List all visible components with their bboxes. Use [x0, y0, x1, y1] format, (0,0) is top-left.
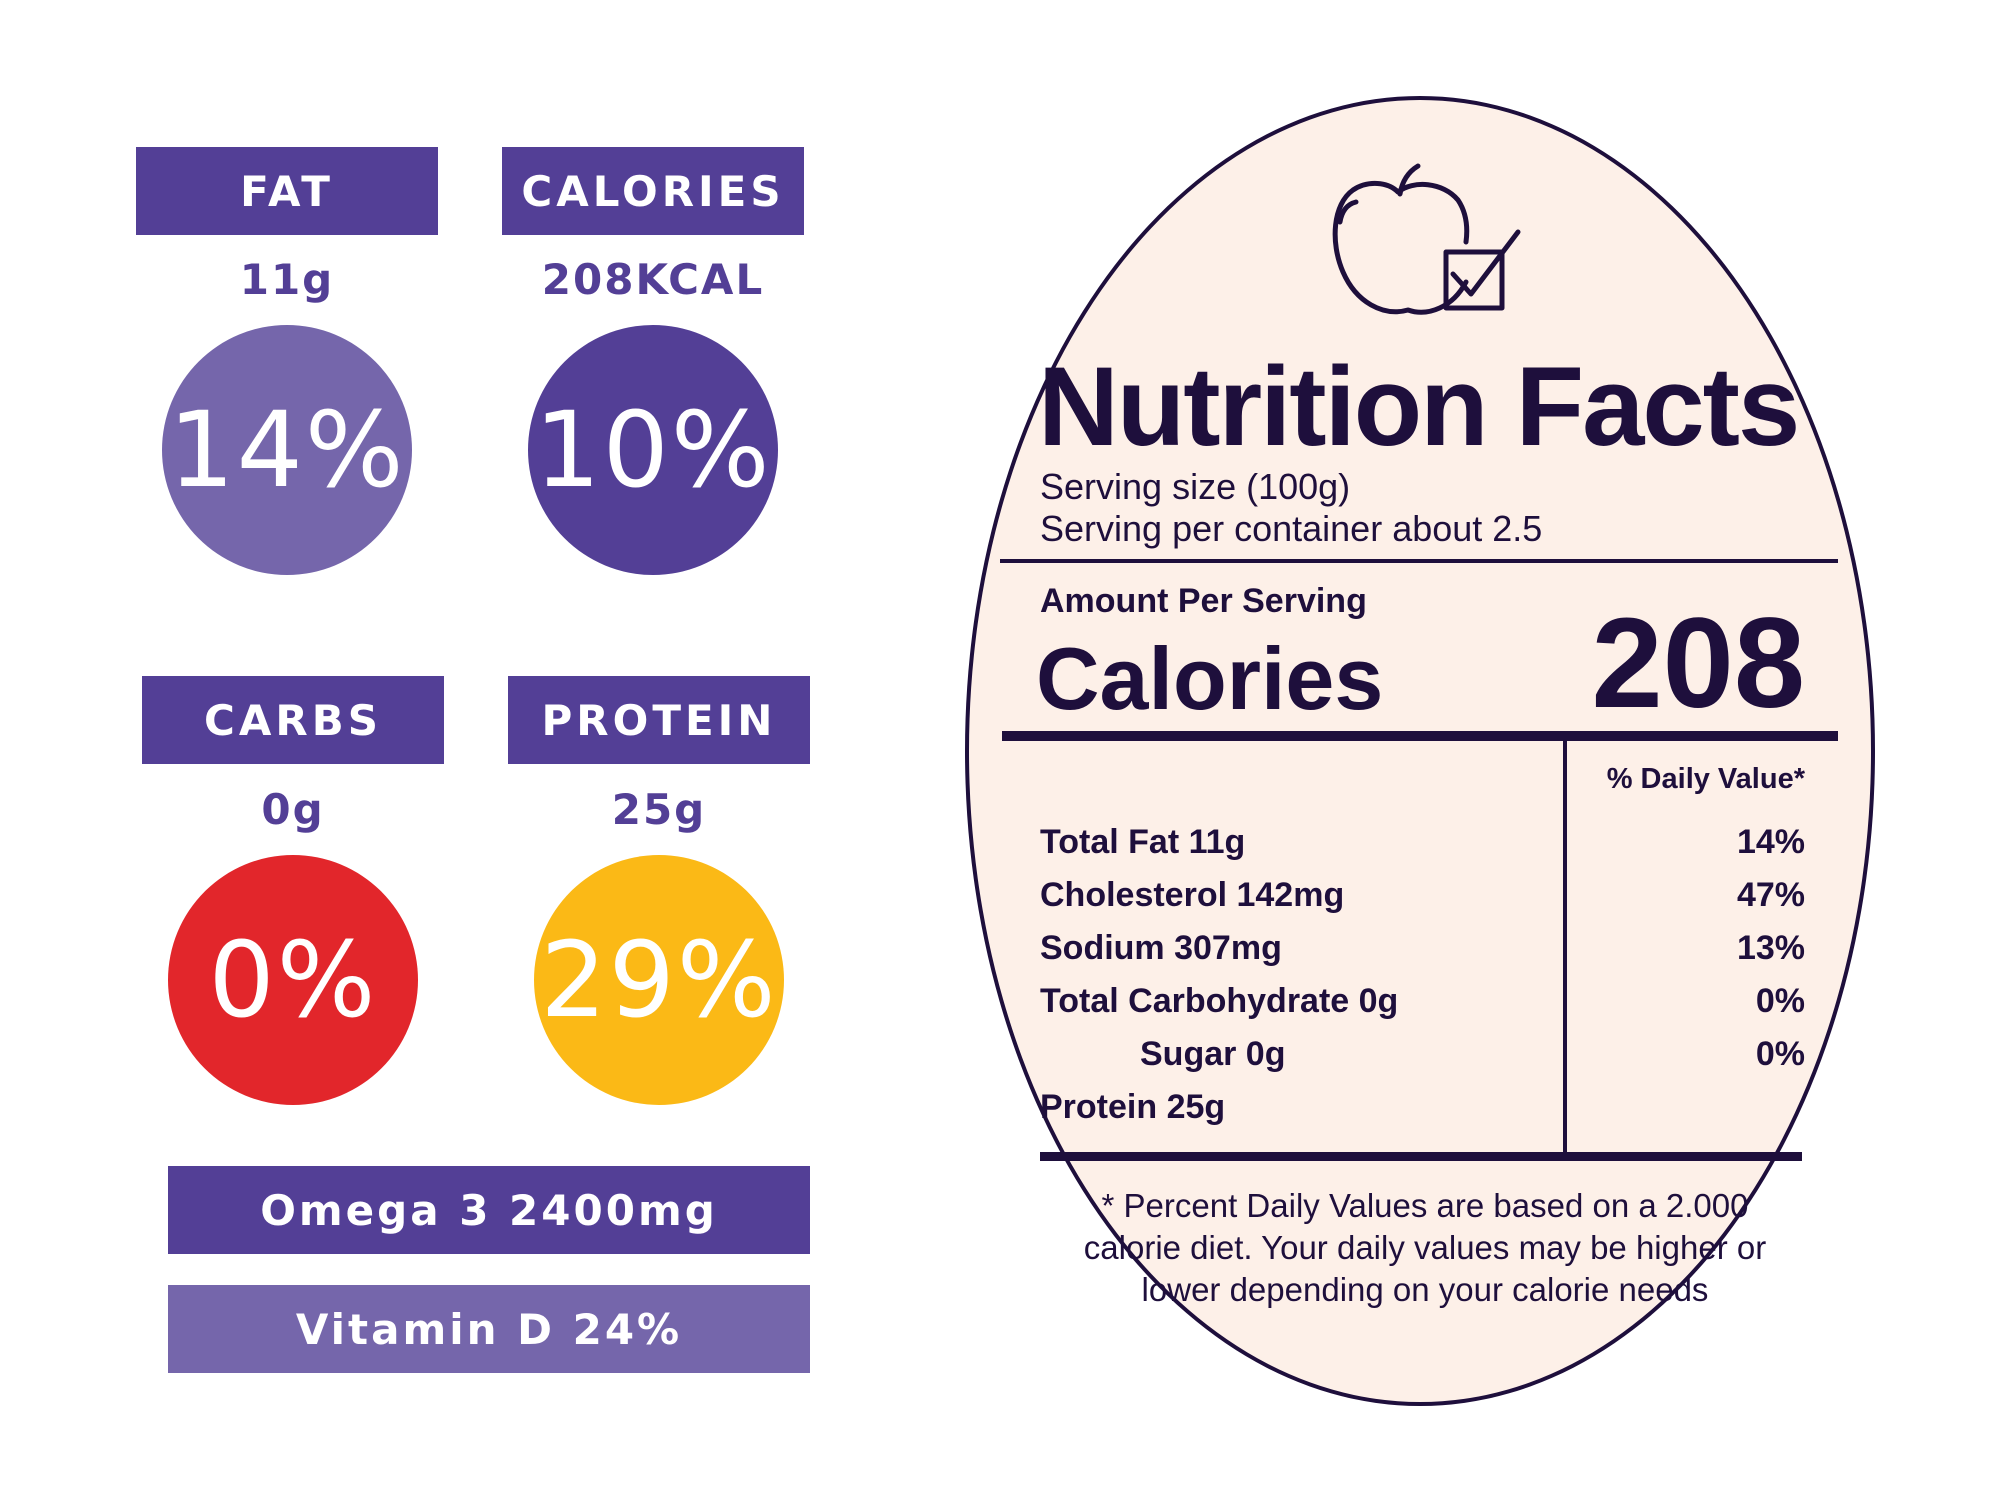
protein-label: PROTEIN: [508, 676, 810, 764]
divider: [1000, 559, 1838, 563]
thick-divider: [1002, 731, 1838, 741]
calories-percent-circle: 10%: [528, 325, 778, 575]
nutrient-protein: Protein 25g: [1040, 1088, 1226, 1126]
dv-sodium: 13%: [1736, 929, 1805, 967]
nutrient-cholesterol: Cholesterol 142mg: [1040, 876, 1345, 914]
serving-size: Serving size (100g): [1040, 466, 1351, 507]
fat-percent-circle: 14%: [162, 325, 412, 575]
protein-percent-circle: 29%: [534, 855, 784, 1105]
dv-total-carbohydrate: 0%: [1755, 982, 1805, 1020]
nutrient-sodium: Sodium 307mg: [1040, 929, 1282, 967]
bottom-divider: [1040, 1152, 1802, 1161]
nutrient-sugar: Sugar 0g: [1140, 1035, 1286, 1073]
daily-value-header: % Daily Value*: [1606, 763, 1805, 795]
fat-label: FAT: [136, 147, 438, 235]
apple-check-icon: [1332, 163, 1521, 315]
nutrition-facts-title: Nutrition Facts: [1038, 344, 1800, 469]
nutrient-total-fat: Total Fat 11g: [1040, 823, 1246, 861]
calories-amount: 208KCAL: [541, 255, 765, 304]
vitamin-d-bar: Vitamin D 24%: [168, 1285, 810, 1373]
calories-value: 208: [1591, 592, 1805, 735]
dv-cholesterol: 47%: [1736, 876, 1805, 914]
dv-sugar: 0%: [1755, 1035, 1805, 1073]
protein-amount: 25g: [611, 785, 707, 834]
nutrient-total-carbohydrate: Total Carbohydrate 0g: [1040, 982, 1399, 1020]
fat-amount: 11g: [239, 255, 335, 304]
servings-per-container: Serving per container about 2.5: [1040, 508, 1543, 549]
column-divider: [1563, 741, 1567, 1152]
calories-label: CALORIES: [502, 147, 804, 235]
dv-total-fat: 14%: [1736, 823, 1805, 861]
carbs-percent-circle: 0%: [168, 855, 418, 1105]
calories-heading: Calories: [1036, 629, 1384, 728]
omega3-bar: Omega 3 2400mg: [168, 1166, 810, 1254]
footnote: * Percent Daily Values are based on a 2.…: [1083, 1187, 1767, 1308]
amount-per-serving: Amount Per Serving: [1040, 582, 1367, 620]
carbs-amount: 0g: [261, 785, 325, 834]
carbs-label: CARBS: [142, 676, 444, 764]
